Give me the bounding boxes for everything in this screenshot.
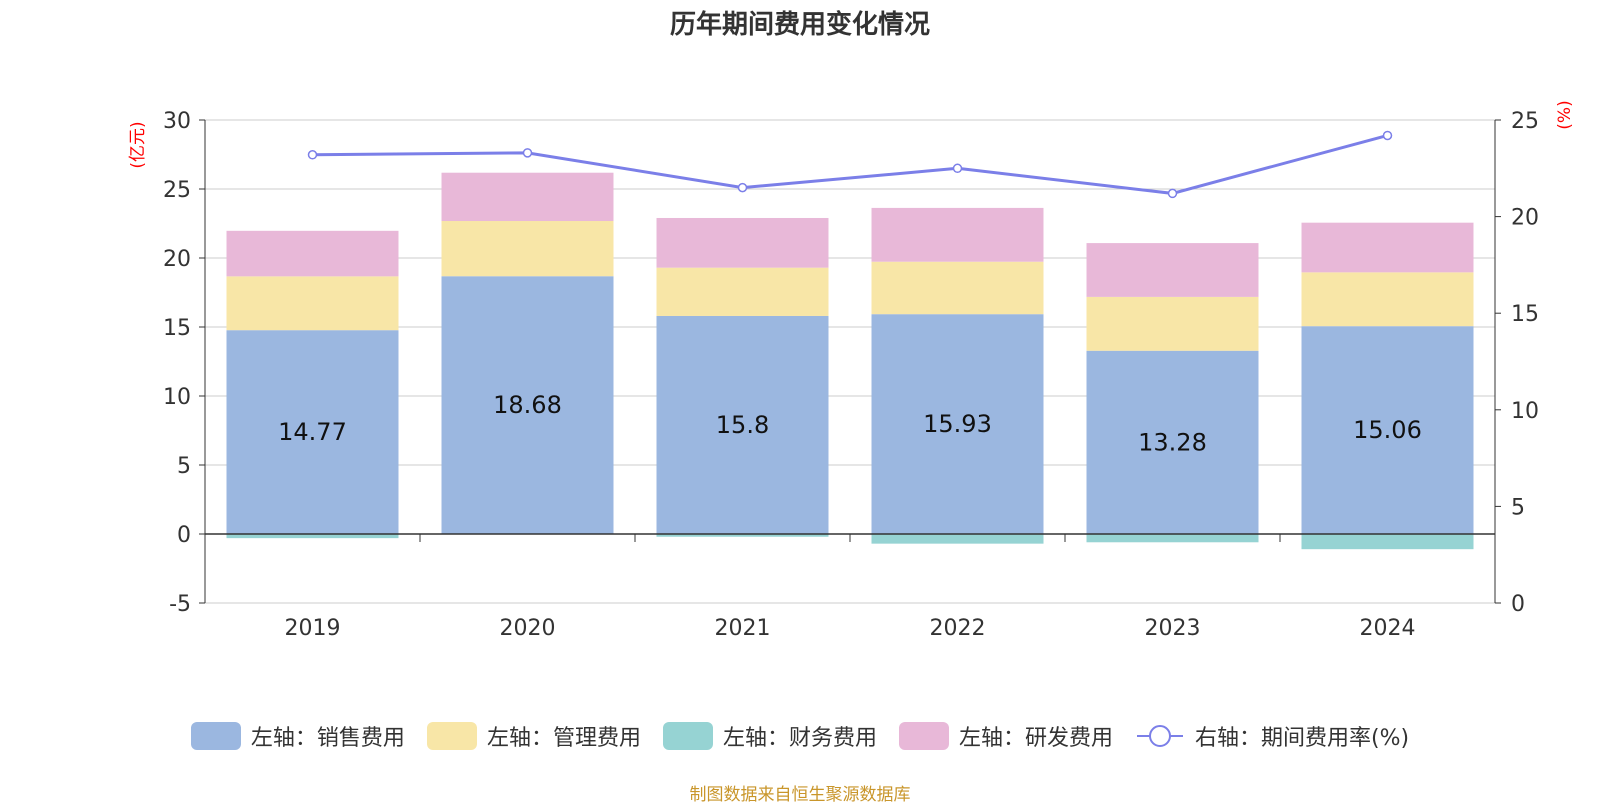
right-tick-label: 20 — [1511, 206, 1539, 231]
bar-2019-s3 — [226, 230, 399, 277]
x-tick-label: 2021 — [715, 616, 771, 641]
bar-2024-s0 — [1301, 326, 1474, 534]
data-label: 14.77 — [278, 418, 347, 446]
bar-2021-s2 — [656, 534, 829, 537]
legend-line-icon — [1136, 725, 1183, 747]
data-label: 13.28 — [1138, 428, 1207, 456]
bar-2024-s1 — [1301, 272, 1474, 327]
bar-2020-s3 — [441, 172, 614, 222]
bar-2023-s1 — [1086, 296, 1259, 351]
bar-2021-s0 — [656, 315, 829, 534]
data-label: 15.8 — [716, 411, 769, 439]
right-tick-label: 5 — [1511, 495, 1525, 520]
legend: 左轴：销售费用 左轴：管理费用 左轴：财务费用 左轴：研发费用 右轴：期间费用率(%) — [0, 720, 1600, 752]
bar-2023-s3 — [1086, 243, 1259, 297]
left-tick-label: 0 — [177, 523, 191, 548]
right-axis-label: (%) — [1555, 100, 1575, 129]
bar-2024-s3 — [1301, 222, 1474, 273]
x-tick-label: 2019 — [285, 616, 341, 641]
bar-2020-s1 — [441, 221, 614, 277]
legend-swatch — [190, 722, 241, 750]
bar-2023-s2 — [1086, 534, 1259, 543]
left-tick-label: -5 — [169, 592, 191, 617]
legend-item[interactable]: 左轴：研发费用 — [898, 720, 1113, 752]
bar-2022-s0 — [871, 314, 1044, 534]
x-tick-label: 2024 — [1360, 616, 1416, 641]
right-tick-label: 15 — [1511, 302, 1539, 327]
left-tick-label: 25 — [163, 178, 191, 203]
legend-label: 左轴：销售费用 — [250, 726, 405, 751]
legend-item[interactable]: 左轴：管理费用 — [426, 720, 641, 752]
left-tick-label: 20 — [163, 247, 191, 272]
right-tick-label: 25 — [1511, 109, 1539, 134]
left-tick-label: 15 — [163, 316, 191, 341]
legend-swatch — [426, 722, 477, 750]
left-tick-label: 5 — [177, 454, 191, 479]
right-tick-label: 10 — [1511, 399, 1539, 424]
line-point — [522, 148, 533, 158]
data-label: 18.68 — [493, 391, 562, 419]
line-point — [737, 182, 748, 193]
chart-title: 历年期间费用变化情况 — [669, 10, 930, 40]
bar-2019-s0 — [226, 330, 399, 534]
left-tick-label: 10 — [163, 385, 191, 410]
line-point — [307, 150, 318, 160]
bar-2019-s1 — [226, 276, 399, 331]
line-point — [952, 163, 963, 174]
line-point — [1167, 188, 1178, 199]
legend-swatch — [898, 722, 949, 750]
data-label: 15.06 — [1353, 416, 1422, 444]
legend-swatch — [662, 722, 713, 750]
legend-label: 左轴：管理费用 — [486, 726, 641, 751]
bar-2022-s2 — [871, 534, 1044, 544]
line-series-rate — [312, 134, 1388, 195]
bar-2022-s3 — [871, 207, 1044, 262]
right-tick-label: 0 — [1511, 592, 1525, 617]
bar-2024-s2 — [1301, 534, 1474, 550]
bar-2023-s0 — [1086, 350, 1259, 534]
line-point — [1382, 130, 1393, 141]
left-axis-label: (亿元) — [128, 121, 148, 168]
legend-item[interactable]: 左轴：销售费用 — [190, 720, 405, 752]
left-tick-label: 30 — [163, 109, 191, 134]
source-note: 制图数据来自恒生聚源数据库 — [689, 785, 911, 805]
legend-item[interactable]: 右轴：期间费用率(%) — [1135, 720, 1409, 752]
x-tick-label: 2020 — [500, 616, 556, 641]
data-label: 15.93 — [923, 410, 992, 438]
legend-item[interactable]: 左轴：财务费用 — [662, 720, 877, 752]
x-tick-label: 2023 — [1145, 616, 1201, 641]
legend-label: 左轴：研发费用 — [958, 726, 1113, 751]
bar-2021-s3 — [656, 217, 829, 268]
bar-2022-s1 — [871, 261, 1044, 315]
bar-2020-s0 — [441, 276, 614, 534]
x-tick-label: 2022 — [930, 616, 986, 641]
legend-label: 左轴：财务费用 — [722, 726, 877, 751]
bar-2019-s2 — [226, 534, 399, 539]
legend-label: 右轴：期间费用率(%) — [1194, 726, 1410, 751]
bar-2021-s1 — [656, 267, 829, 316]
